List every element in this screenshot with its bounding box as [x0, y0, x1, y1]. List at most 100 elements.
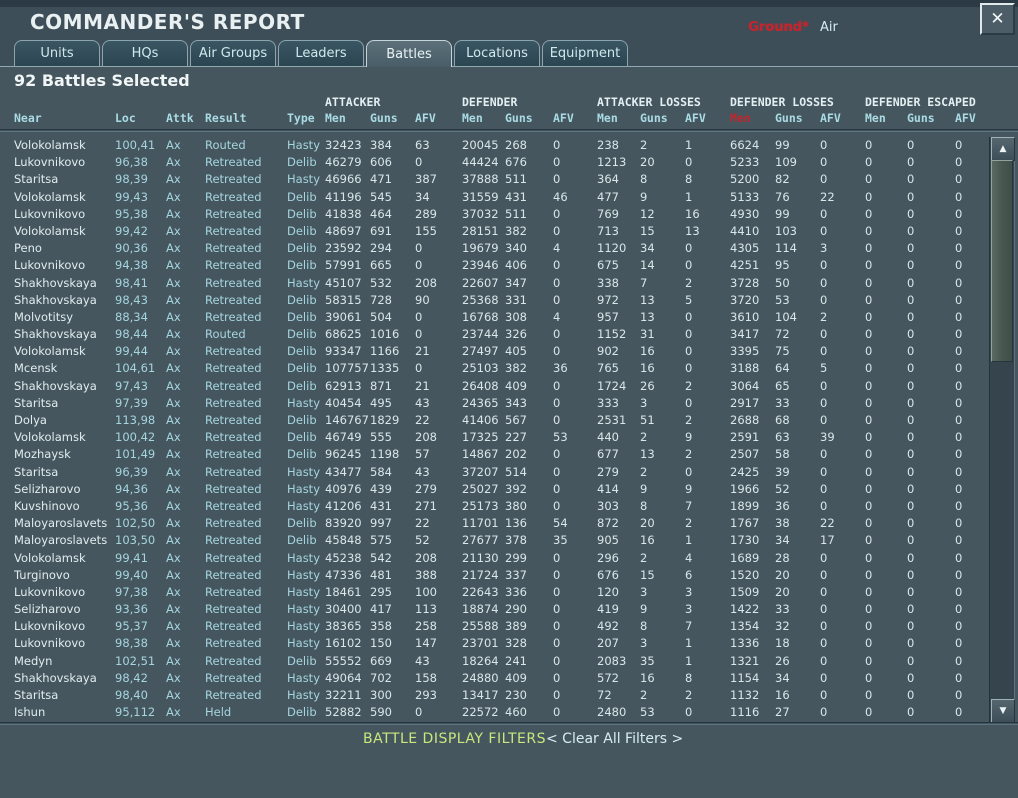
table-row[interactable]: Kuvshinovo 95,36 Ax Retreated Hasty 41206 431 2…	[14, 498, 990, 515]
tab-locations[interactable]: Locations	[454, 40, 540, 66]
cell: 905	[597, 533, 619, 548]
column-header-guns-15[interactable]: Guns	[775, 111, 803, 125]
tab-units[interactable]: Units	[14, 40, 100, 66]
table-row[interactable]: Volokolamsk 99,43 Ax Retreated Delib 41196 545…	[14, 189, 990, 206]
cell: Hasty	[287, 602, 321, 617]
column-header-afv-10[interactable]: AFV	[553, 111, 574, 125]
cell: 0	[553, 619, 561, 634]
clear-all-filters-button[interactable]: < Clear All Filters >	[546, 731, 684, 747]
column-header-men-14[interactable]: Men	[730, 111, 751, 125]
table-row[interactable]: Mozhaysk 101,49 Ax Retreated Delib 96245 1198 5…	[14, 446, 990, 463]
column-header-guns-6[interactable]: Guns	[370, 111, 398, 125]
tab-leaders[interactable]: Leaders	[278, 40, 364, 66]
cell: 8	[640, 172, 648, 187]
table-row[interactable]: Lukovnikovo 94,38 Ax Retreated Delib 57991 665…	[14, 257, 990, 274]
table-row[interactable]: Turginovo 99,40 Ax Retreated Hasty 47336 481 38…	[14, 567, 990, 584]
table-row[interactable]: Lukovnikovo 97,38 Ax Retreated Hasty 18461 295…	[14, 584, 990, 601]
table-row[interactable]: Staritsa 98,39 Ax Retreated Hasty 46966 471 387…	[14, 171, 990, 188]
scroll-up-button[interactable]: ▲	[991, 137, 1015, 161]
cell: 1	[685, 138, 693, 152]
table-row[interactable]: Lukovnikovo 95,37 Ax Retreated Hasty 38365 358…	[14, 618, 990, 635]
scrollbar-thumb[interactable]	[991, 160, 1013, 362]
cell: 0	[907, 705, 915, 720]
cell: 0	[553, 327, 561, 342]
column-header-men-5[interactable]: Men	[325, 111, 346, 125]
cell: Retreated	[205, 653, 262, 668]
scroll-down-button[interactable]: ▼	[991, 699, 1015, 723]
cell: 0	[553, 275, 561, 290]
column-header-guns-18[interactable]: Guns	[907, 111, 935, 125]
table-row[interactable]: Selizharovo 94,36 Ax Retreated Hasty 40976 439…	[14, 481, 990, 498]
table-row[interactable]: Medyn 102,51 Ax Retreated Delib 55552 669 43 182…	[14, 653, 990, 670]
table-row[interactable]: Shakhovskaya 98,42 Ax Retreated Hasty 49064 70…	[14, 670, 990, 687]
cell: 414	[597, 481, 619, 496]
tab-hqs[interactable]: HQs	[102, 40, 188, 66]
ground-filter-toggle[interactable]: Ground*	[748, 20, 809, 35]
table-row[interactable]: Molvotitsy 88,34 Ax Retreated Delib 39061 504 0…	[14, 309, 990, 326]
column-header-guns-12[interactable]: Guns	[640, 111, 668, 125]
column-header-type-4[interactable]: Type	[287, 111, 315, 125]
column-header-guns-9[interactable]: Guns	[505, 111, 533, 125]
cell: Retreated	[205, 206, 262, 221]
table-row[interactable]: Lukovnikovo 96,38 Ax Retreated Delib 46279 606…	[14, 154, 990, 171]
table-row[interactable]: Volokolamsk 99,44 Ax Retreated Delib 93347 116…	[14, 343, 990, 360]
table-row[interactable]: Volokolamsk 99,42 Ax Retreated Delib 48697 691…	[14, 223, 990, 240]
cell: 0	[820, 602, 828, 617]
table-row[interactable]: Shakhovskaya 98,44 Ax Routed Delib 68625 1016 0…	[14, 326, 990, 343]
column-header-near-0[interactable]: Near	[14, 111, 42, 125]
cell: Lukovnikovo	[14, 584, 86, 599]
tab-air-groups[interactable]: Air Groups	[190, 40, 276, 66]
column-header-afv-16[interactable]: AFV	[820, 111, 841, 125]
tab-battles[interactable]: Battles	[366, 40, 452, 67]
column-header-men-8[interactable]: Men	[462, 111, 483, 125]
table-row[interactable]: Lukovnikovo 98,38 Ax Retreated Hasty 16102 150…	[14, 635, 990, 652]
table-row[interactable]: Staritsa 98,40 Ax Retreated Hasty 32211 300 293…	[14, 687, 990, 704]
cell: 2591	[730, 430, 760, 445]
column-header-men-17[interactable]: Men	[865, 111, 886, 125]
table-scrollbar[interactable]: ▲ ▼	[989, 137, 1015, 723]
cell: Ax	[166, 172, 181, 187]
table-row[interactable]: Volokolamsk 100,42 Ax Retreated Delib 46749 55…	[14, 429, 990, 446]
column-header-attk-2[interactable]: Attk	[166, 111, 194, 125]
cell: 0	[553, 223, 561, 238]
battle-display-filters-label: BATTLE DISPLAY FILTERS	[363, 731, 546, 747]
table-row[interactable]: Selizharovo 93,36 Ax Retreated Hasty 30400 417…	[14, 601, 990, 618]
table-row[interactable]: Volokolamsk 100,41 Ax Routed Hasty 32423 384 63…	[14, 137, 990, 154]
cell: 101,49	[115, 447, 156, 462]
table-row[interactable]: Maloyaroslavets 102,50 Ax Retreated Delib 839…	[14, 515, 990, 532]
cell: 2	[685, 447, 693, 462]
cell: 94,36	[115, 481, 148, 496]
table-row[interactable]: Ishun 95,112 Ax Held Delib 52882 590 0 22572 460 0…	[14, 704, 990, 721]
cell: 99	[775, 206, 790, 221]
column-header-afv-7[interactable]: AFV	[415, 111, 436, 125]
table-row[interactable]: Volokolamsk 99,41 Ax Retreated Hasty 45238 542…	[14, 550, 990, 567]
cell: Delib	[287, 653, 317, 668]
column-header-loc-1[interactable]: Loc	[115, 111, 136, 125]
column-header-result-3[interactable]: Result	[205, 111, 247, 125]
column-header-afv-13[interactable]: AFV	[685, 111, 706, 125]
column-header-afv-19[interactable]: AFV	[955, 111, 976, 125]
cell: 0	[907, 567, 915, 582]
column-header-men-11[interactable]: Men	[597, 111, 618, 125]
close-button[interactable]: ✕	[980, 3, 1015, 35]
air-filter-toggle[interactable]: Air	[820, 20, 838, 35]
table-row[interactable]: Peno 90,36 Ax Retreated Delib 23592 294 0 19679 3…	[14, 240, 990, 257]
cell: 21	[415, 344, 430, 359]
cell: 20045	[462, 138, 499, 152]
tab-equipment[interactable]: Equipment	[542, 40, 628, 66]
table-row[interactable]: Shakhovskaya 98,41 Ax Retreated Hasty 45107 53…	[14, 275, 990, 292]
table-row[interactable]: Dolya 113,98 Ax Retreated Delib 146767 1829 22 4…	[14, 412, 990, 429]
cell: 1335	[370, 361, 400, 376]
cell: 64	[775, 361, 790, 376]
table-row[interactable]: Staritsa 96,39 Ax Retreated Hasty 43477 584 43 3…	[14, 464, 990, 481]
table-row[interactable]: Shakhovskaya 97,43 Ax Retreated Delib 62913 87…	[14, 378, 990, 395]
table-row[interactable]: Maloyaroslavets 103,50 Ax Retreated Delib 458…	[14, 532, 990, 549]
table-row[interactable]: Mcensk 104,61 Ax Retreated Delib 107757 1335 0 2…	[14, 360, 990, 377]
table-row[interactable]: Shakhovskaya 98,43 Ax Retreated Delib 58315 72…	[14, 292, 990, 309]
table-row[interactable]: Staritsa 97,39 Ax Retreated Hasty 40454 495 43 2…	[14, 395, 990, 412]
table-row[interactable]: Lukovnikovo 95,38 Ax Retreated Delib 41838 464…	[14, 206, 990, 223]
cell: 0	[955, 206, 963, 221]
cell: 230	[505, 688, 527, 702]
cell: 0	[553, 378, 561, 393]
cell: 39	[820, 430, 835, 445]
